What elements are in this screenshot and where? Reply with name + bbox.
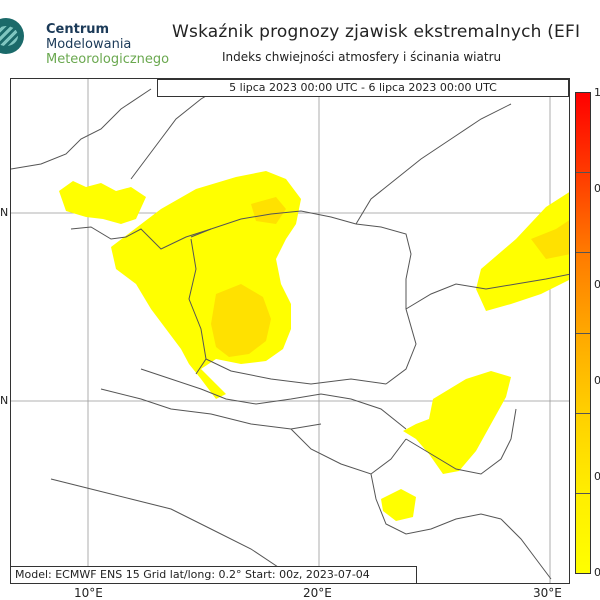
border-belarus-ukraine [405, 273, 569, 310]
colorbar-segment [576, 492, 590, 574]
lat-label-upper: N [0, 206, 9, 219]
colorbar-label: 0 [594, 278, 600, 291]
logo-text: Centrum Modelowania Meteorologicznego [46, 22, 169, 67]
colorbar-label: 0 [594, 182, 600, 195]
efi-area-inner [211, 284, 271, 357]
efi-area-east [476, 192, 569, 311]
border-czech-slovakia [140, 368, 407, 430]
efi-area-bulgaria [381, 489, 416, 521]
colorbar-segment [576, 412, 590, 493]
efi-area-denmark [59, 181, 146, 224]
coastline-north-germany [70, 226, 212, 250]
efi-area-east-inner [531, 220, 569, 259]
coastline-black-sea [500, 518, 552, 580]
border-germany-poland [188, 238, 207, 375]
coastline-norway [11, 88, 152, 170]
border-hungary [290, 428, 407, 475]
efi-area-inner-north [251, 197, 286, 224]
border-romania-north [405, 408, 517, 475]
logo-emblem-icon [0, 18, 24, 54]
lon-label-10e: 10°E [74, 586, 103, 600]
date-range-box: 5 lipca 2023 00:00 UTC - 6 lipca 2023 00… [157, 79, 569, 97]
logo: Centrum Modelowania Meteorologicznego [0, 14, 180, 70]
efi-area-romania [403, 371, 511, 474]
graticule [11, 79, 569, 583]
border-poland-east [355, 223, 417, 385]
colorbar [575, 92, 591, 574]
logo-line-3: Meteorologicznego [46, 52, 170, 67]
colorbar-label: 0 [594, 374, 600, 387]
model-info-box: Model: ECMWF ENS 15 Grid lat/long: 0.2° … [10, 566, 417, 584]
coastline-baltic [190, 210, 357, 238]
map-area [10, 78, 570, 584]
map-subtitle: Indeks chwiejności atmosfery i ścinania … [222, 50, 502, 64]
border-baltics [355, 103, 512, 225]
colorbar-segment [576, 172, 590, 253]
colorbar-label: 1 [594, 86, 600, 99]
lat-label-lower: N [0, 394, 9, 407]
colorbar-segment [576, 93, 590, 173]
colorbar-label: 0 [594, 566, 600, 579]
border-poland-south [205, 358, 387, 385]
border-romania-south [370, 473, 502, 535]
coastline-sweden [130, 83, 227, 180]
border-austria [100, 388, 322, 430]
logo-line-2: Modelowania [46, 37, 132, 52]
lon-label-30e: 30°E [533, 586, 562, 600]
map-svg [11, 79, 569, 583]
border-alps-adriatic [50, 478, 300, 583]
efi-shading [59, 171, 569, 521]
colorbar-segment [576, 332, 590, 413]
lon-label-20e: 20°E [303, 586, 332, 600]
logo-line-1: Centrum [46, 22, 110, 37]
colorbar-segment [576, 252, 590, 333]
map-title: Wskaźnik prognozy zjawisk ekstremalnych … [172, 22, 581, 42]
country-borders [11, 83, 569, 583]
colorbar-label: 0 [594, 470, 600, 483]
